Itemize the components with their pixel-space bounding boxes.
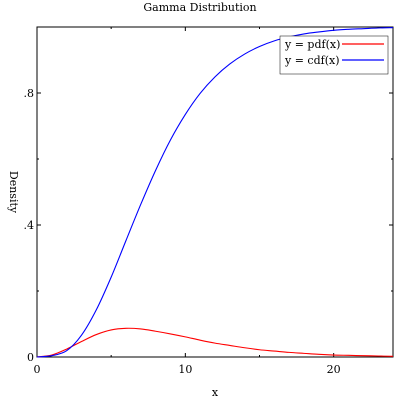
- y-tick-label: .8: [24, 87, 35, 100]
- chart-title: Gamma Distribution: [143, 1, 256, 14]
- legend-label-0: y = pdf(x): [284, 38, 340, 51]
- series-line-1: [36, 27, 394, 358]
- y-tick-label: 0: [27, 351, 34, 364]
- legend-box: [279, 35, 389, 75]
- x-axis-label: x: [212, 386, 219, 399]
- y-tick-label: .4: [24, 219, 35, 232]
- plot-frame: [36, 26, 394, 358]
- x-tick-label: 0: [34, 363, 41, 376]
- axis-ticks: [36, 26, 393, 358]
- legend: y = pdf(x) y = cdf(x): [279, 35, 389, 75]
- y-axis-label: Density: [7, 171, 20, 214]
- axis-tick-labels: 0 10 20 0 .4 .8: [24, 87, 341, 376]
- legend-label-1: y = cdf(x): [284, 54, 339, 67]
- series-line-0: [36, 327, 394, 358]
- x-tick-label: 20: [327, 363, 341, 376]
- x-tick-label: 10: [178, 363, 192, 376]
- series-lines: [36, 27, 394, 358]
